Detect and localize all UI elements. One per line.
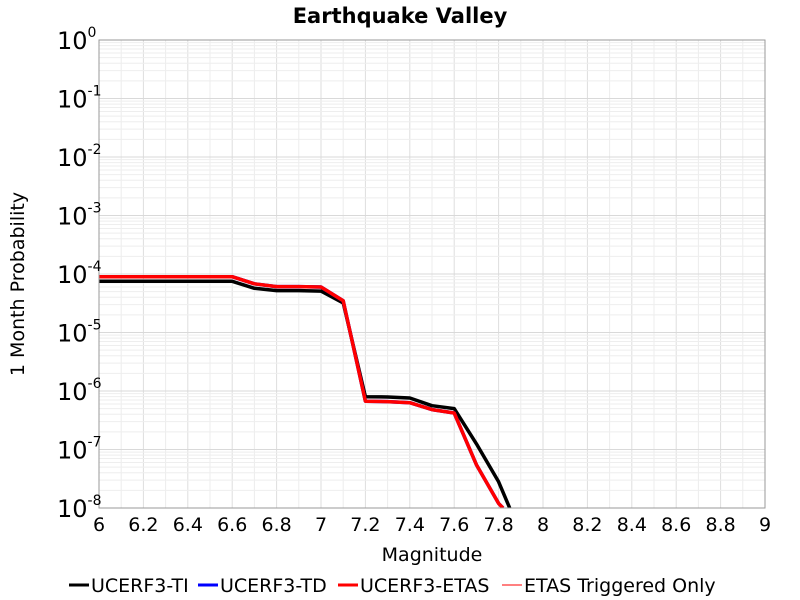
x-tick-label: 6.6 <box>217 514 247 536</box>
x-tick-label: 6 <box>93 514 105 536</box>
x-tick-label: 8.4 <box>617 514 647 536</box>
y-tick-label: 10-6 <box>57 376 102 406</box>
x-tick-label: 7.2 <box>350 514 380 536</box>
x-tick-label: 6.4 <box>173 514 203 536</box>
series-group <box>99 274 512 508</box>
series-line-0 <box>99 279 512 508</box>
y-tick-label: 100 <box>57 25 96 55</box>
y-axis-label: 1 Month Probability <box>7 192 29 376</box>
x-tick-label: 7.6 <box>439 514 469 536</box>
x-tick-label: 9 <box>759 514 771 536</box>
chart-title: Earthquake Valley <box>293 4 508 28</box>
x-tick-label: 7 <box>315 514 327 536</box>
x-tick-label: 8.6 <box>661 514 691 536</box>
y-tick-label: 10-3 <box>57 201 102 231</box>
x-tick-label: 8.8 <box>705 514 735 536</box>
x-tick-label: 8.2 <box>572 514 602 536</box>
x-tick-label: 6.2 <box>128 514 158 536</box>
grid-lines <box>98 40 766 509</box>
legend: UCERF3-TI UCERF3-TD UCERF3-ETAS ETAS Trigge… <box>69 575 716 597</box>
x-axis-label: Magnitude <box>382 544 483 566</box>
series-line-2 <box>99 274 505 508</box>
legend-label-1: UCERF3-TD <box>220 575 327 597</box>
x-tick-label: 6.8 <box>261 514 291 536</box>
y-tick-label: 10-7 <box>57 435 102 465</box>
y-tick-label: 10-5 <box>57 318 102 348</box>
y-tick-labels: 100 10-1 10-2 10-3 10-4 10-5 10-6 10-7 10-8 <box>57 25 102 523</box>
legend-label-3: ETAS Triggered Only <box>524 575 716 597</box>
y-tick-label: 10-1 <box>57 84 102 114</box>
plot-frame <box>98 39 766 509</box>
legend-label-0: UCERF3-TI <box>91 575 189 597</box>
legend-label-2: UCERF3-ETAS <box>360 575 489 597</box>
y-tick-label: 10-8 <box>57 493 102 523</box>
y-tick-label: 10-4 <box>57 259 102 289</box>
y-tick-label: 10-2 <box>57 142 102 172</box>
x-tick-label: 7.4 <box>395 514 425 536</box>
x-tick-label: 8 <box>537 514 549 536</box>
x-tick-labels: 6 6.2 6.4 6.6 6.8 7 7.2 7.4 7.6 7.8 8 8.2 8.4 8.6 8.8 9 <box>93 514 771 536</box>
x-tick-label: 7.8 <box>483 514 513 536</box>
